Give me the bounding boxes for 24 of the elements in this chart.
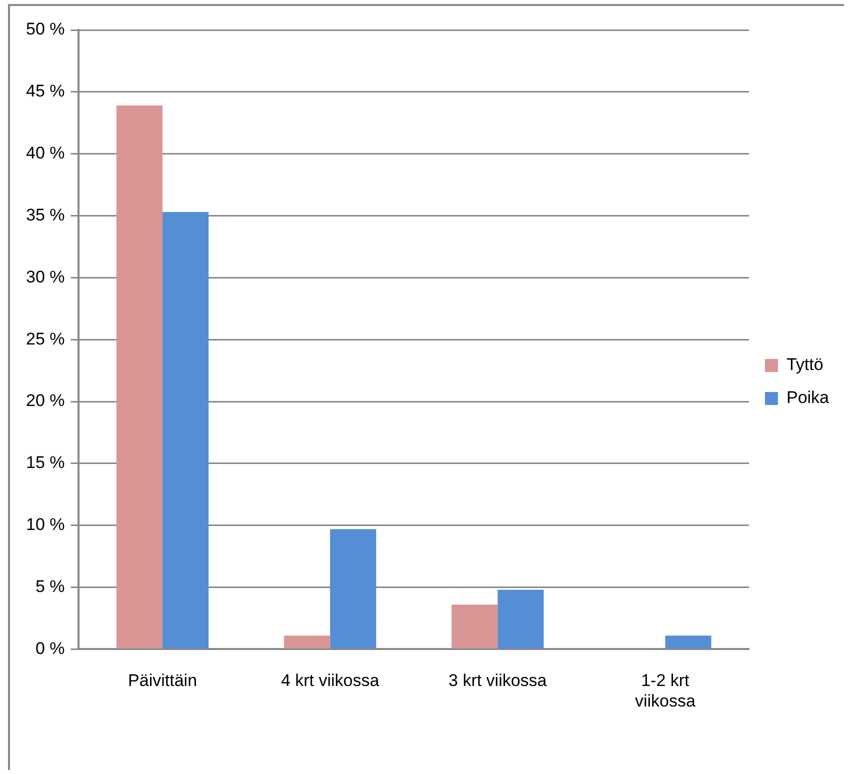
bar [284,636,330,648]
bar [162,212,209,648]
y-tick-label: 25 % [26,329,65,348]
x-tick-label: 1-2 krt viikossa [634,671,696,710]
y-tick-label: 0 % [35,638,65,658]
y-tick-label: 50 % [26,20,65,39]
bar [452,604,498,648]
bar [330,529,376,648]
bar [665,636,712,648]
y-tick-label: 5 % [35,576,65,596]
y-tick-label: 40 % [26,144,65,163]
x-tick-label: 3 krt viikossa [448,671,548,690]
legend-label: Poika [786,388,830,408]
y-tick-label: 35 % [26,205,65,224]
legend-label: Tyttö [786,355,824,374]
y-tick-label: 30 % [26,267,65,286]
bar [116,106,163,648]
y-tick-label: 15 % [26,453,65,472]
y-tick-label: 10 % [26,515,65,534]
x-tick-label: Päivittäin [128,671,198,690]
y-tick-label: 45 % [26,82,65,101]
y-tick-label: 20 % [26,391,65,410]
bar [498,590,544,648]
x-tick-label: 4 krt viikossa [280,671,380,690]
